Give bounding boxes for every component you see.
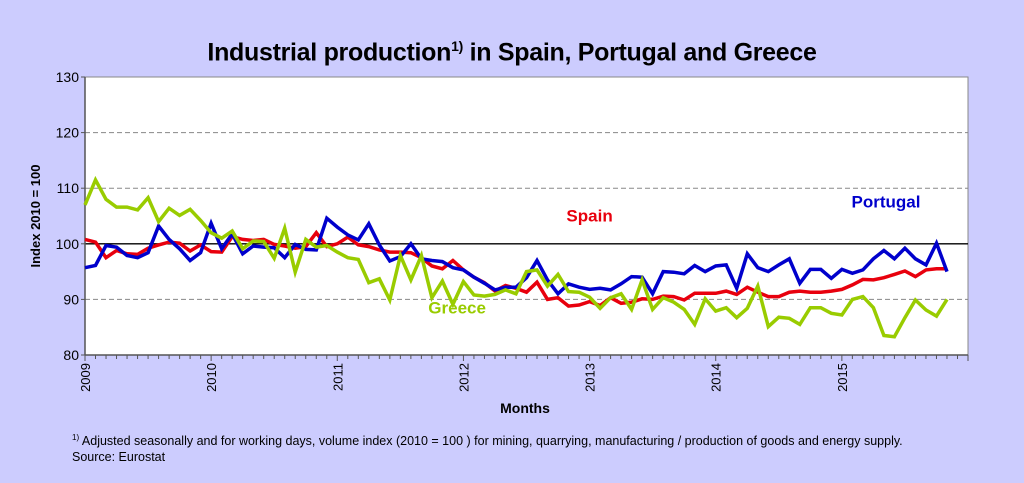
footnote-text: Adjusted seasonally and for working days…	[79, 434, 903, 449]
series-line-portugal	[84, 215, 949, 298]
x-tick-label: 2010	[204, 363, 219, 392]
series-label-greece: Greece	[428, 298, 486, 317]
y-axis-label: Index 2010 = 100	[28, 165, 43, 268]
y-axis: 80 90 100 110 120 130	[56, 69, 86, 363]
title-text: Industrial production	[207, 38, 452, 67]
footnote: 1) Adjusted seasonally and for working d…	[72, 430, 903, 465]
x-tick-label: 2014	[709, 363, 724, 392]
x-tick-label: 2015	[835, 363, 850, 392]
series-label-spain: Spain	[566, 207, 612, 226]
footnote-line: 1) Adjusted seasonally and for working d…	[72, 430, 903, 449]
series-label-portugal: Portugal	[852, 193, 921, 212]
chart-title: Industrial production1) in Spain, Portug…	[0, 38, 1024, 67]
chart-svg: 80 90 100 110 120 130 2009 2010 2011 2012 2013 201…	[28, 69, 969, 416]
source-text: Source: Eurostat	[72, 450, 166, 465]
series-lines	[83, 175, 949, 339]
x-tick-label: 2012	[456, 363, 471, 392]
series-line-greece	[83, 175, 949, 339]
y-tick-label: 100	[56, 236, 80, 252]
title-text-rest: in Spain, Portugal and Greece	[462, 38, 817, 67]
y-tick-label: 120	[56, 125, 80, 141]
y-tick-label: 80	[63, 347, 79, 363]
x-axis-label: Months	[500, 400, 550, 416]
series-labels: Spain Portugal Greece	[428, 193, 920, 318]
x-axis: 2009 2010 2011 2012 2013 2014 2015	[78, 354, 969, 392]
footnote-marker: 1)	[72, 433, 80, 442]
title-footnote-marker: 1)	[451, 38, 463, 54]
x-tick-label: 2013	[583, 363, 598, 392]
y-tick-label: 90	[63, 291, 79, 307]
y-tick-label: 110	[57, 180, 80, 196]
x-tick-label: 2011	[330, 363, 345, 391]
gridlines	[85, 132, 968, 300]
x-tick-label: 2009	[78, 363, 93, 392]
y-tick-label: 130	[56, 69, 80, 85]
